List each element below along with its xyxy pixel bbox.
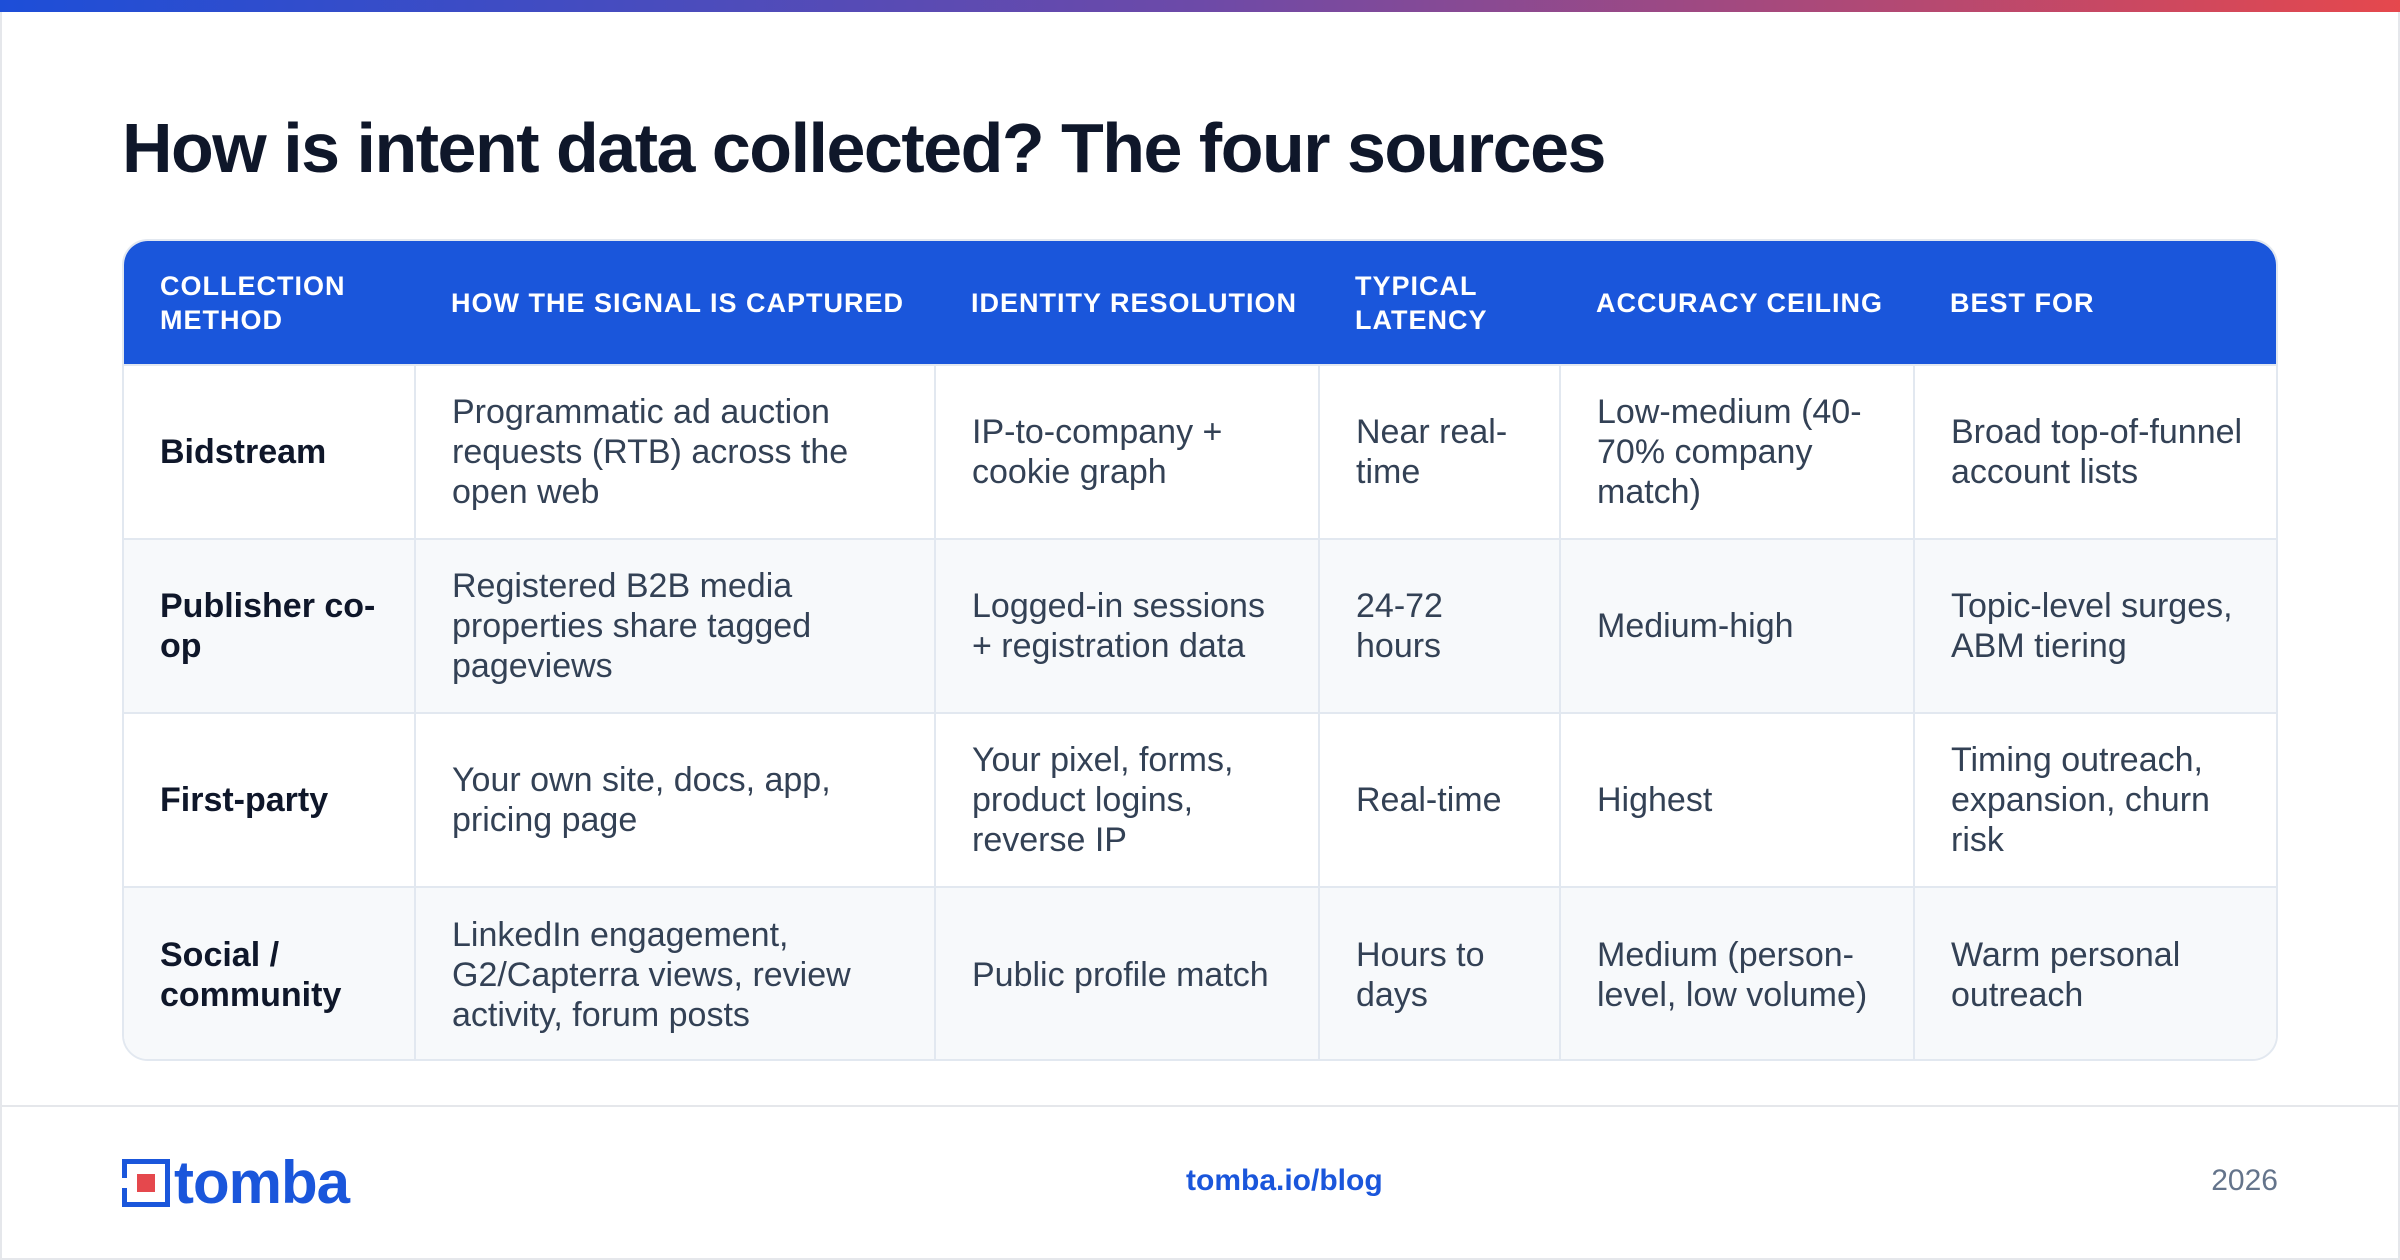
cell-method: Bidstream [124, 364, 415, 539]
tomba-logo[interactable]: tomba [121, 1149, 350, 1216]
cell-accuracy: Low-medium (40-70% company match) [1559, 364, 1914, 539]
footer-divider [0, 1105, 2400, 1107]
cell-method: Social / community [124, 886, 415, 1059]
header-best-for: BEST FOR [1950, 287, 2095, 318]
cell-best-for: Broad top-of-funnel account lists [1913, 364, 2276, 539]
cell-latency: Near real-time [1318, 364, 1560, 539]
header-collection-method: COLLECTION METHOD [160, 270, 346, 335]
cell-identity: Your pixel, forms, product logins, rever… [934, 712, 1319, 887]
cell-signal: LinkedIn engagement, G2/Capterra views, … [414, 886, 935, 1059]
table-header-row: COLLECTION METHOD HOW THE SIGNAL IS CAPT… [124, 241, 2276, 365]
header-signal-captured: HOW THE SIGNAL IS CAPTURED [451, 287, 905, 318]
header-accuracy-ceiling: ACCURACY CEILING [1596, 287, 1884, 318]
cell-accuracy: Medium-high [1559, 538, 1914, 713]
sources-table: COLLECTION METHOD HOW THE SIGNAL IS CAPT… [122, 239, 2278, 1061]
cell-best-for: Warm personal outreach [1913, 886, 2276, 1059]
blog-link[interactable]: tomba.io/blog [1186, 1164, 1383, 1197]
cell-method: Publisher co-op [124, 538, 415, 713]
cell-best-for: Timing outreach, expansion, churn risk [1913, 712, 2276, 887]
table-row: First-party Your own site, docs, app, pr… [124, 712, 2276, 887]
cell-identity: IP-to-company + cookie graph [934, 364, 1319, 539]
cell-signal: Your own site, docs, app, pricing page [414, 712, 935, 887]
header-identity-resolution: IDENTITY RESOLUTION [971, 287, 1298, 318]
cell-latency: Real-time [1318, 712, 1560, 887]
footer-year: 2026 [2211, 1164, 2278, 1197]
cell-signal: Programmatic ad auction requests (RTB) a… [414, 364, 935, 539]
table-row: Bidstream Programmatic ad auction reques… [124, 364, 2276, 539]
cell-identity: Logged-in sessions + registration data [934, 538, 1319, 713]
cell-accuracy: Medium (person-level, low volume) [1559, 886, 1914, 1059]
cell-latency: Hours to days [1318, 886, 1560, 1059]
table-row: Publisher co-op Registered B2B media pro… [124, 538, 2276, 713]
cell-accuracy: Highest [1559, 712, 1914, 887]
table-row: Social / community LinkedIn engagement, … [124, 886, 2276, 1059]
cell-identity: Public profile match [934, 886, 1319, 1059]
cell-method: First-party [124, 712, 415, 887]
cell-signal: Registered B2B media properties share ta… [414, 538, 935, 713]
header-typical-latency: TYPICAL LATENCY [1355, 270, 1488, 335]
cell-best-for: Topic-level surges, ABM tiering [1913, 538, 2276, 713]
top-gradient-bar [0, 0, 2400, 12]
cell-latency: 24-72 hours [1318, 538, 1560, 713]
page-title: How is intent data collected? The four s… [122, 109, 1606, 187]
logo-wordmark: tomba [174, 1149, 350, 1216]
tomba-logo-icon [121, 1158, 171, 1208]
